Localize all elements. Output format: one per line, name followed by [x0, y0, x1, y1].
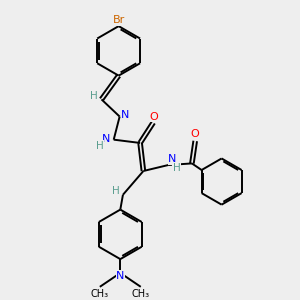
Text: H: H	[112, 187, 120, 196]
Text: O: O	[191, 129, 200, 140]
Text: H: H	[172, 163, 180, 173]
Text: H: H	[96, 141, 104, 151]
Text: N: N	[102, 134, 111, 144]
Text: N: N	[168, 154, 177, 164]
Text: N: N	[121, 110, 129, 120]
Text: CH₃: CH₃	[132, 289, 150, 299]
Text: N: N	[116, 271, 124, 281]
Text: O: O	[150, 112, 158, 122]
Text: H: H	[90, 91, 98, 101]
Text: Br: Br	[112, 15, 125, 25]
Text: CH₃: CH₃	[91, 289, 109, 299]
